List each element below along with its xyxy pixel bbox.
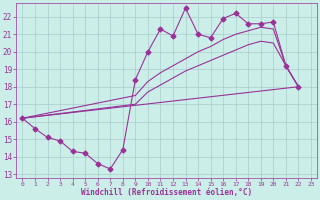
X-axis label: Windchill (Refroidissement éolien,°C): Windchill (Refroidissement éolien,°C) [81, 188, 252, 197]
